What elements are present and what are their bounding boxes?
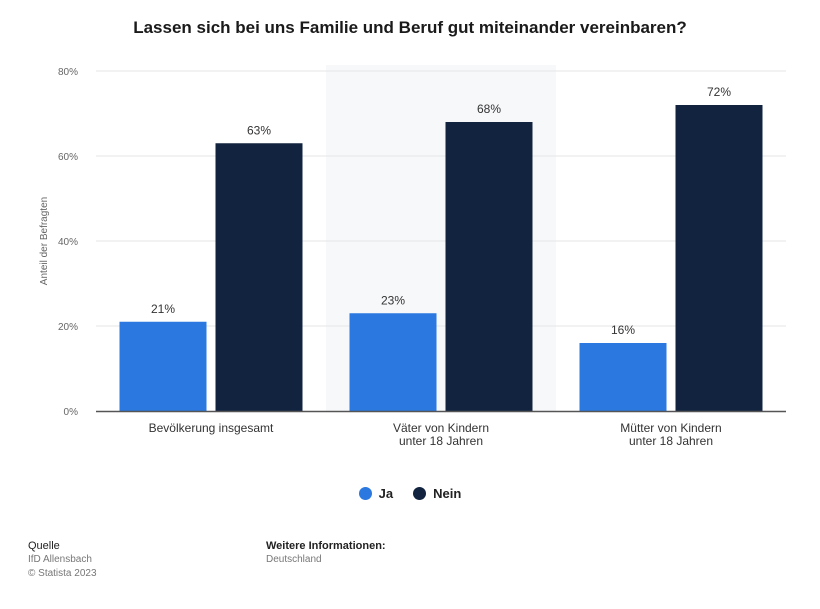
legend-marker-nein <box>413 487 427 500</box>
info-block: Weitere Informationen: Deutschland <box>266 539 386 567</box>
bar-ja-1 <box>349 313 437 411</box>
chart-title: Lassen sich bei uns Familie und Beruf gu… <box>133 18 687 37</box>
source-block: Quelle IfD Allensbach © Statista 2023 <box>28 539 97 581</box>
x-tick-label: Mütter von Kindern <box>620 421 721 435</box>
bar-nein-2 <box>675 105 763 411</box>
y-tick-label: 0% <box>64 407 79 418</box>
data-label: 16% <box>611 323 635 337</box>
y-tick-label: 60% <box>58 152 78 163</box>
legend-item-nein[interactable]: Nein <box>413 486 461 501</box>
data-label: 63% <box>247 123 271 137</box>
bar-nein-1 <box>445 122 533 411</box>
y-axis-title: Anteil der Befragten <box>39 197 50 285</box>
y-tick-label: 40% <box>58 237 78 248</box>
data-label: 72% <box>707 85 731 99</box>
legend-marker-ja <box>358 487 372 500</box>
legend-item-ja[interactable]: Ja <box>358 486 394 501</box>
data-label: 68% <box>477 102 501 116</box>
info-label[interactable]: Weitere Informationen: <box>266 540 386 552</box>
legend-label-ja: Ja <box>378 486 394 501</box>
x-tick-label: unter 18 Jahren <box>399 434 483 448</box>
bar-nein-0 <box>215 143 303 411</box>
bar-ja-0 <box>119 321 207 411</box>
info-value: Deutschland <box>266 554 322 565</box>
x-tick-label: Bevölkerung insgesamt <box>149 421 274 435</box>
legend: Ja Nein <box>0 486 820 501</box>
x-tick-label: unter 18 Jahren <box>629 434 713 448</box>
source-name: IfD Allensbach <box>28 554 92 565</box>
y-tick-label: 20% <box>58 322 78 333</box>
data-label: 21% <box>151 302 175 316</box>
legend-label-nein: Nein <box>433 486 462 501</box>
x-tick-label: Väter von Kindern <box>393 421 489 435</box>
copyright: © Statista 2023 <box>28 568 97 579</box>
y-tick-label: 80% <box>58 67 78 78</box>
data-label: 23% <box>381 293 405 307</box>
bar-ja-2 <box>579 343 667 411</box>
source-label: Quelle <box>28 540 60 552</box>
